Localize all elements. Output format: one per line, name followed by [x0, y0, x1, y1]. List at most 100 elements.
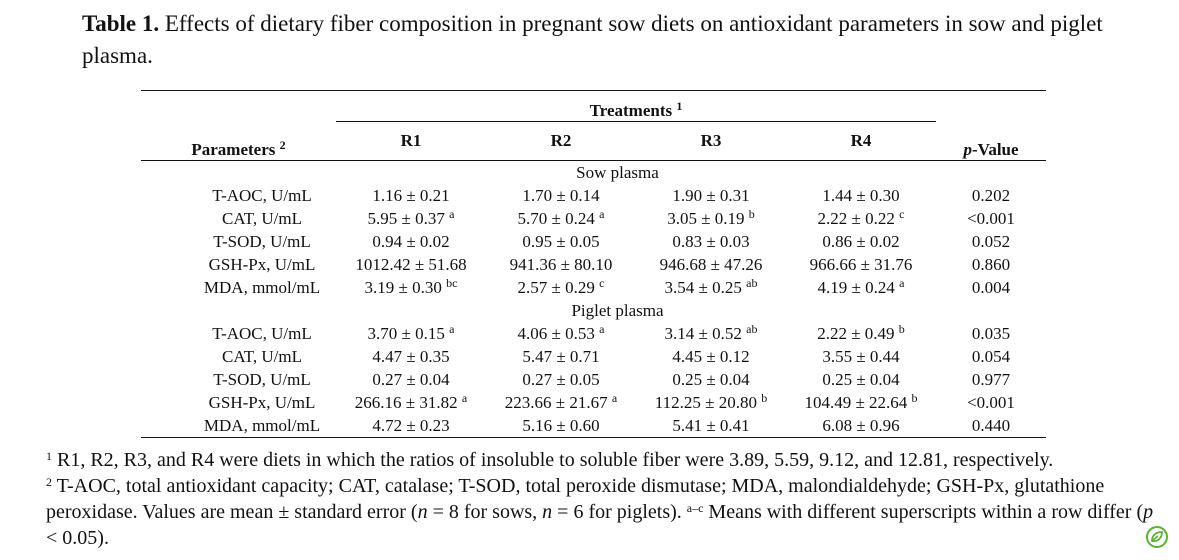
- value-cell: 4.06 ± 0.53 a: [486, 322, 636, 345]
- value-cell: 0.86 ± 0.02: [786, 230, 936, 253]
- parameters-header: Parameters 2: [191, 138, 286, 159]
- mean-se-value: 3.14 ± 0.52: [664, 324, 742, 343]
- parameter-label: MDA, mmol/mL: [203, 278, 321, 297]
- mean-se-value: 4.19 ± 0.24: [817, 278, 895, 297]
- footnote-2: 2 T-AOC, total antioxidant capacity; CAT…: [46, 475, 1154, 549]
- footnote-1: 1 R1, R2, R3, and R4 were diets in which…: [46, 449, 1054, 471]
- value-cell: 3.54 ± 0.25 ab: [636, 276, 786, 299]
- value-cell: 104.49 ± 22.64 b: [786, 391, 936, 414]
- mean-se-value: 3.19 ± 0.30: [364, 278, 442, 297]
- treatments-header: Treatments 1: [336, 90, 936, 122]
- value-cell: 0.94 ± 0.02: [336, 230, 486, 253]
- p-value-cell: 0.054: [971, 347, 1011, 366]
- value-cell: 1.90 ± 0.31: [636, 184, 786, 207]
- value-cell: 3.70 ± 0.15 a: [336, 322, 486, 345]
- value-cell: 4.47 ± 0.35: [336, 345, 486, 368]
- mean-se-value: 0.95 ± 0.05: [522, 232, 600, 251]
- significance-superscript: b: [748, 207, 755, 221]
- p-value-cell: 0.860: [971, 255, 1011, 274]
- pvalue-header: p-Value: [963, 140, 1019, 159]
- p-value-cell: 0.052: [971, 232, 1011, 251]
- mean-se-value: 2.57 ± 0.29: [517, 278, 595, 297]
- table-row: CAT, U/mL 5.95 ± 0.37 a 5.70 ± 0.24 a 3.05 …: [141, 207, 1046, 230]
- value-cell: 966.66 ± 31.76: [786, 253, 936, 276]
- value-cell: 2.57 ± 0.29 c: [486, 276, 636, 299]
- value-cell: 0.27 ± 0.04: [336, 368, 486, 391]
- mean-se-value: 3.05 ± 0.19: [667, 209, 745, 228]
- mean-se-value: 1012.42 ± 51.68: [355, 255, 467, 274]
- value-cell: 223.66 ± 21.67 a: [486, 391, 636, 414]
- mean-se-value: 1.44 ± 0.30: [822, 186, 900, 205]
- significance-superscript: b: [761, 391, 768, 405]
- p-value-cell: <0.001: [967, 209, 1015, 228]
- mean-se-value: 5.16 ± 0.60: [522, 416, 600, 435]
- mean-se-value: 4.47 ± 0.35: [372, 347, 450, 366]
- mean-se-value: 966.66 ± 31.76: [809, 255, 913, 274]
- value-cell: 1.44 ± 0.30: [786, 184, 936, 207]
- table-row: MDA, mmol/mL 4.72 ± 0.23 5.16 ± 0.60 5.41 ±…: [141, 414, 1046, 438]
- mean-se-value: 1.16 ± 0.21: [372, 186, 450, 205]
- mean-se-value: 0.27 ± 0.04: [372, 370, 450, 389]
- mean-se-value: 5.70 ± 0.24: [517, 209, 595, 228]
- value-cell: 112.25 ± 20.80 b: [636, 391, 786, 414]
- group-label: Sow plasma: [576, 163, 659, 182]
- value-cell: 0.25 ± 0.04: [786, 368, 936, 391]
- value-cell: 1.16 ± 0.21: [336, 184, 486, 207]
- column-header-r2: R2: [550, 131, 572, 150]
- significance-superscript: bc: [446, 276, 458, 290]
- table-row: T-SOD, U/mL 0.94 ± 0.02 0.95 ± 0.05 0.83 ± …: [141, 230, 1046, 253]
- value-cell: 0.27 ± 0.05: [486, 368, 636, 391]
- value-cell: 5.47 ± 0.71: [486, 345, 636, 368]
- group-label: Piglet plasma: [571, 301, 664, 320]
- value-cell: 5.16 ± 0.60: [486, 414, 636, 438]
- significance-superscript: a: [599, 207, 605, 221]
- table-footnotes: 1 R1, R2, R3, and R4 were diets in which…: [46, 447, 1156, 551]
- significance-superscript: a: [611, 391, 618, 405]
- value-cell: 266.16 ± 31.82 a: [336, 391, 486, 414]
- mean-se-value: 2.22 ± 0.22: [817, 209, 895, 228]
- significance-superscript: a: [461, 391, 468, 405]
- significance-superscript: b: [898, 322, 905, 336]
- parameter-label: T-SOD, U/mL: [213, 232, 311, 251]
- mean-se-value: 1.70 ± 0.14: [522, 186, 600, 205]
- value-cell: 4.19 ± 0.24 a: [786, 276, 936, 299]
- parameter-label: MDA, mmol/mL: [203, 416, 321, 435]
- significance-superscript: b: [911, 391, 918, 405]
- p-value-cell: 0.004: [971, 278, 1011, 297]
- parameter-label: T-SOD, U/mL: [213, 370, 311, 389]
- table-row: T-SOD, U/mL 0.27 ± 0.04 0.27 ± 0.05 0.25 ± …: [141, 368, 1046, 391]
- significance-superscript: ab: [746, 276, 758, 290]
- p-value-cell: 0.977: [971, 370, 1011, 389]
- parameter-label: T-AOC, U/mL: [212, 186, 312, 205]
- mean-se-value: 946.68 ± 47.26: [659, 255, 763, 274]
- value-cell: 5.70 ± 0.24 a: [486, 207, 636, 230]
- value-cell: 2.22 ± 0.22 c: [786, 207, 936, 230]
- table-row: T-AOC, U/mL 1.16 ± 0.21 1.70 ± 0.14 1.90 ± …: [141, 184, 1046, 207]
- p-value-cell: 0.440: [971, 416, 1011, 435]
- caption-text: Effects of dietary fiber composition in …: [82, 11, 1103, 68]
- publisher-leaf-icon: [1146, 526, 1168, 548]
- group-row: Piglet plasma: [141, 299, 1046, 322]
- mean-se-value: 2.22 ± 0.49: [817, 324, 895, 343]
- value-cell: 0.83 ± 0.03: [636, 230, 786, 253]
- value-cell: 4.72 ± 0.23: [336, 414, 486, 438]
- value-cell: 3.19 ± 0.30 bc: [336, 276, 486, 299]
- value-cell: 0.95 ± 0.05: [486, 230, 636, 253]
- parameter-label: CAT, U/mL: [222, 347, 302, 366]
- mean-se-value: 3.55 ± 0.44: [822, 347, 900, 366]
- mean-se-value: 5.95 ± 0.37: [367, 209, 445, 228]
- mean-se-value: 0.27 ± 0.05: [522, 370, 600, 389]
- significance-superscript: a: [449, 322, 455, 336]
- value-cell: 4.45 ± 0.12: [636, 345, 786, 368]
- value-cell: 5.95 ± 0.37 a: [336, 207, 486, 230]
- parameter-label: T-AOC, U/mL: [212, 324, 312, 343]
- column-header-r1: R1: [400, 131, 422, 150]
- mean-se-value: 1.90 ± 0.31: [672, 186, 750, 205]
- group-row: Sow plasma: [141, 161, 1046, 185]
- mean-se-value: 0.25 ± 0.04: [672, 370, 750, 389]
- value-cell: 2.22 ± 0.49 b: [786, 322, 936, 345]
- mean-se-value: 0.94 ± 0.02: [372, 232, 450, 251]
- column-header-r4: R4: [850, 131, 872, 150]
- mean-se-value: 5.41 ± 0.41: [672, 416, 750, 435]
- value-cell: 1.70 ± 0.14: [486, 184, 636, 207]
